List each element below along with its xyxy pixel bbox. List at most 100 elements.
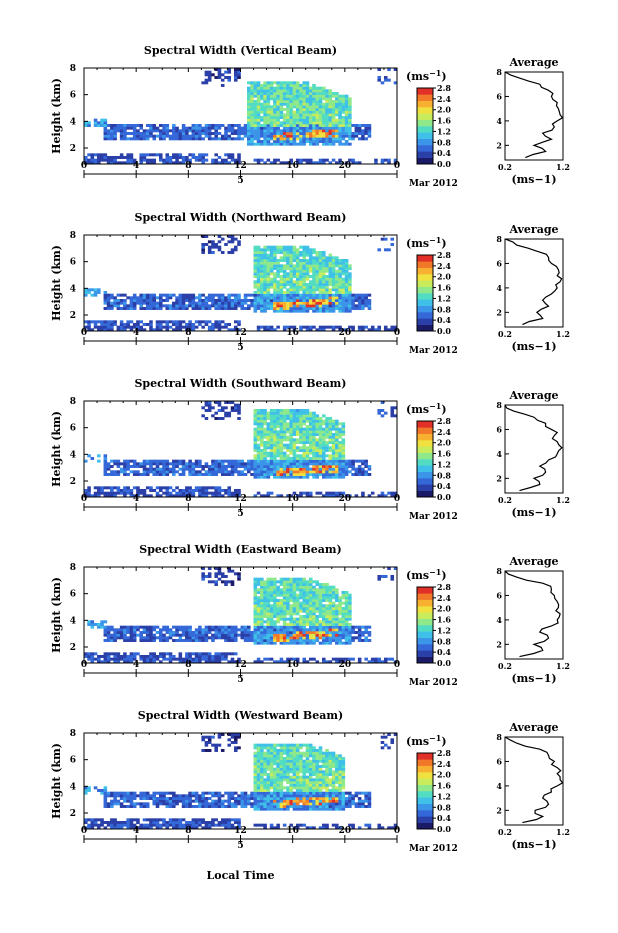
heatmap-cell bbox=[351, 302, 355, 305]
heatmap-cell bbox=[322, 127, 326, 130]
heatmap-cell bbox=[273, 452, 277, 455]
heatmap-cell bbox=[296, 270, 300, 273]
heatmap-cell bbox=[322, 103, 326, 106]
heatmap-cell bbox=[188, 320, 192, 323]
heatmap-cell bbox=[254, 438, 258, 441]
heatmap-cell bbox=[162, 132, 166, 135]
heatmap-cell bbox=[250, 121, 254, 124]
heatmap-cell bbox=[156, 127, 160, 130]
heatmap-cell bbox=[332, 111, 336, 114]
heatmap-cell bbox=[283, 599, 287, 602]
heatmap-cell bbox=[322, 137, 326, 140]
heatmap-cell bbox=[309, 618, 313, 621]
heatmap-cell bbox=[296, 105, 300, 108]
heatmap-cell bbox=[309, 631, 313, 634]
heatmap-cell bbox=[133, 470, 137, 473]
heatmap-cell bbox=[195, 124, 199, 127]
heatmap-cell bbox=[94, 320, 98, 323]
heatmap-cell bbox=[299, 119, 303, 122]
heatmap-cell bbox=[104, 323, 108, 326]
heatmap-cell bbox=[227, 304, 231, 307]
heatmap-cell bbox=[224, 129, 228, 132]
heatmap-cell bbox=[182, 320, 186, 323]
heatmap-cell bbox=[263, 636, 267, 639]
heatmap-cell bbox=[351, 137, 355, 140]
heatmap-cell bbox=[335, 283, 339, 286]
heatmap-cell bbox=[263, 628, 267, 631]
heatmap-cell bbox=[286, 304, 290, 307]
heatmap-cell bbox=[227, 473, 231, 476]
colorbar-unit-exp: −1 bbox=[429, 401, 441, 411]
heatmap-cell bbox=[218, 489, 222, 492]
heatmap-cell bbox=[312, 105, 316, 108]
heatmap-cell bbox=[201, 468, 205, 471]
heatmap-cell bbox=[214, 462, 218, 465]
heatmap-cell bbox=[296, 294, 300, 297]
heatmap-cell bbox=[227, 79, 231, 82]
heatmap-cell bbox=[361, 492, 365, 495]
heatmap-cell bbox=[260, 473, 264, 476]
heatmap-cell bbox=[257, 618, 261, 621]
x-tick-label: 20 bbox=[339, 328, 352, 338]
heatmap-cell bbox=[299, 639, 303, 642]
heatmap-cell bbox=[355, 631, 359, 634]
heatmap-cell bbox=[335, 631, 339, 634]
heatmap-cell bbox=[117, 462, 121, 465]
heatmap-cell bbox=[254, 87, 258, 90]
heatmap-cell bbox=[332, 143, 336, 146]
heatmap-cell bbox=[293, 251, 297, 254]
heatmap-cell bbox=[283, 246, 287, 249]
heatmap-cell bbox=[254, 127, 258, 130]
heatmap-cell bbox=[149, 296, 153, 299]
heatmap-cell bbox=[299, 280, 303, 283]
heatmap-cell bbox=[280, 302, 284, 305]
heatmap-cell bbox=[296, 272, 300, 275]
heatmap-cell bbox=[211, 628, 215, 631]
heatmap-cell bbox=[348, 137, 352, 140]
heatmap-cell bbox=[201, 634, 205, 637]
heatmap-cell bbox=[342, 631, 346, 634]
heatmap-cell bbox=[139, 156, 143, 159]
heatmap-cell bbox=[338, 441, 342, 444]
heatmap-cell bbox=[260, 116, 264, 119]
heatmap-cell bbox=[263, 428, 267, 431]
heatmap-cell bbox=[276, 580, 280, 583]
heatmap-cell bbox=[299, 578, 303, 581]
heatmap-cell bbox=[231, 473, 235, 476]
heatmap-cell bbox=[332, 441, 336, 444]
colorbar-swatch bbox=[417, 459, 433, 466]
heatmap-cell bbox=[312, 132, 316, 135]
heatmap-cell bbox=[325, 264, 329, 267]
heatmap-cell bbox=[299, 446, 303, 449]
heatmap-cell bbox=[139, 655, 143, 658]
heatmap-cell bbox=[218, 460, 222, 463]
heatmap-cell bbox=[348, 127, 352, 130]
heatmap-cell bbox=[319, 280, 323, 283]
heatmap-cell bbox=[319, 604, 323, 607]
heatmap-cell bbox=[257, 420, 261, 423]
average-frame bbox=[505, 72, 563, 160]
heatmap-cell bbox=[175, 132, 179, 135]
heatmap-cell bbox=[296, 304, 300, 307]
colorbar: 0.00.40.81.21.62.02.42.8(ms−1) bbox=[406, 401, 451, 502]
heatmap-cell bbox=[338, 132, 342, 135]
heatmap-cell bbox=[312, 658, 316, 661]
heatmap-cell bbox=[329, 302, 333, 305]
heatmap-cell bbox=[315, 307, 319, 310]
heatmap-cell bbox=[342, 438, 346, 441]
heatmap-cell bbox=[130, 652, 134, 655]
heatmap-cell bbox=[146, 634, 150, 637]
heatmap-cell bbox=[247, 304, 251, 307]
heatmap-cell bbox=[257, 422, 261, 425]
heatmap-cell bbox=[312, 615, 316, 618]
heatmap-cell bbox=[315, 465, 319, 468]
heatmap-cell bbox=[260, 280, 264, 283]
heatmap-cell bbox=[358, 468, 362, 471]
heatmap-cell bbox=[299, 105, 303, 108]
heatmap-cell bbox=[280, 92, 284, 95]
heatmap-cell bbox=[156, 473, 160, 476]
heatmap-cell bbox=[312, 636, 316, 639]
heatmap-cell bbox=[247, 299, 251, 302]
heatmap-cell bbox=[296, 116, 300, 119]
heatmap-cell bbox=[338, 626, 342, 629]
